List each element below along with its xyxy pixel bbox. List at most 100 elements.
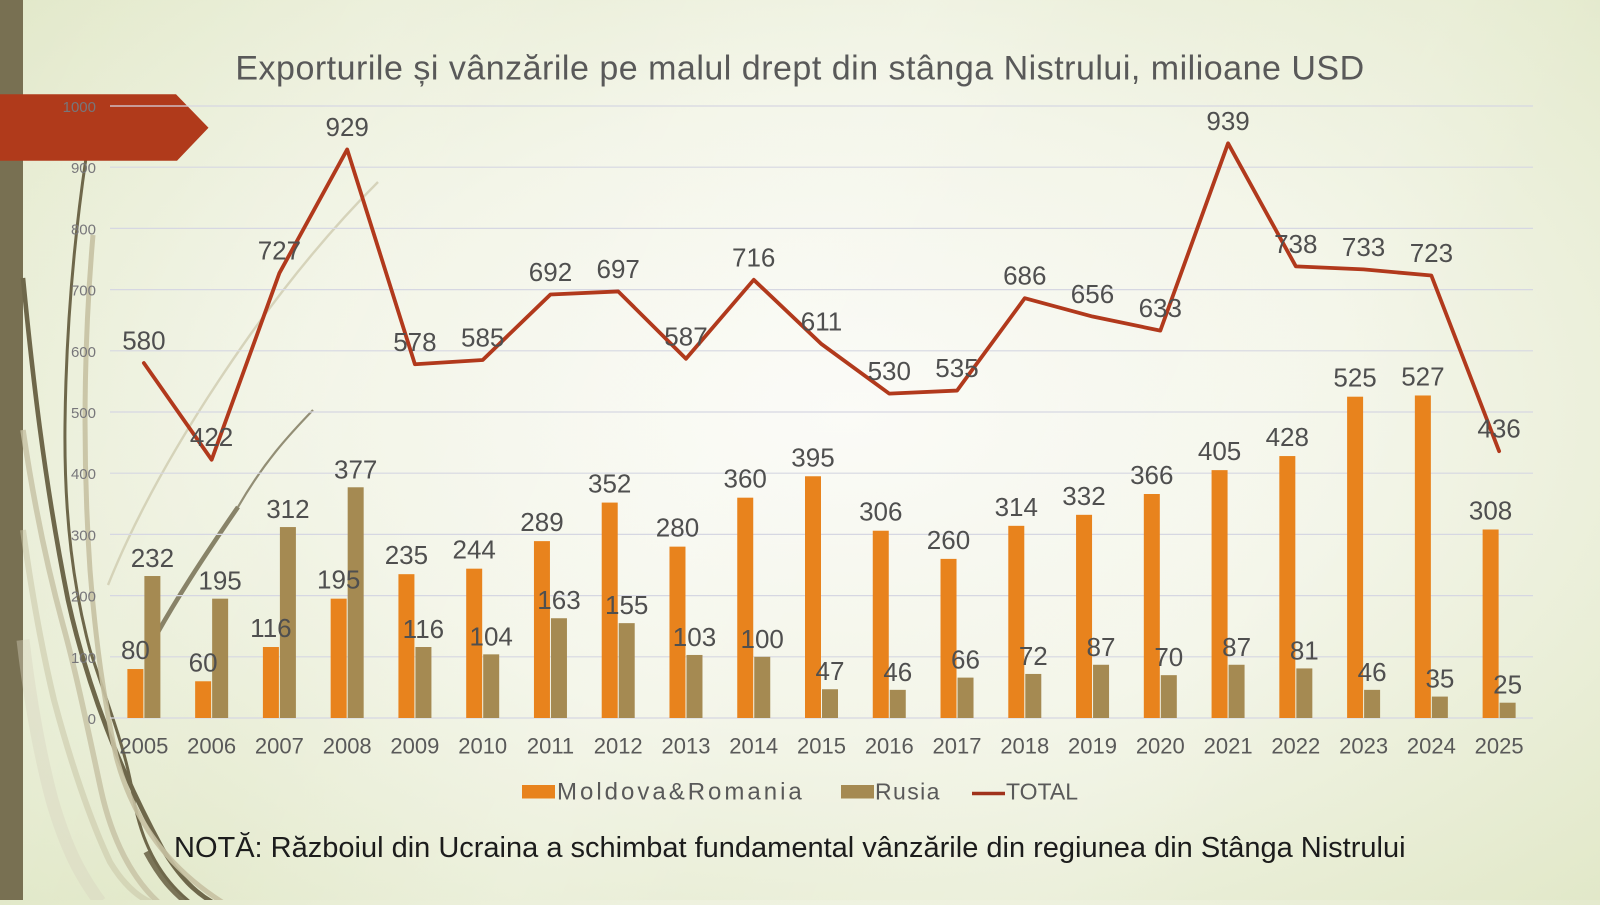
svg-text:2024: 2024 [1407,734,1456,759]
svg-text:611: 611 [801,307,842,337]
svg-text:352: 352 [588,469,631,499]
svg-text:289: 289 [520,507,563,537]
svg-text:195: 195 [198,566,241,596]
svg-text:428: 428 [1266,422,1309,452]
svg-text:332: 332 [1062,481,1105,511]
svg-text:NOTĂ: Războiul din Ucraina a s: NOTĂ: Războiul din Ucraina a schimbat fu… [174,831,1406,864]
svg-text:300: 300 [71,527,96,544]
svg-text:87: 87 [1087,632,1116,662]
svg-text:686: 686 [1003,261,1046,291]
svg-text:422: 422 [190,422,233,452]
svg-text:100: 100 [741,624,784,654]
svg-text:366: 366 [1130,460,1173,490]
svg-text:35: 35 [1425,664,1454,694]
svg-text:939: 939 [1206,106,1249,136]
svg-text:377: 377 [334,454,377,484]
svg-text:104: 104 [470,621,513,651]
svg-text:2020: 2020 [1136,734,1185,759]
svg-text:500: 500 [71,405,96,422]
svg-text:2015: 2015 [797,734,846,759]
svg-text:80: 80 [121,635,150,665]
svg-text:2010: 2010 [458,734,507,759]
svg-text:929: 929 [326,112,369,142]
svg-text:2007: 2007 [255,734,304,759]
svg-text:580: 580 [122,326,165,356]
svg-text:2008: 2008 [323,734,372,759]
svg-text:46: 46 [1358,657,1387,687]
svg-text:525: 525 [1333,363,1376,393]
svg-text:900: 900 [71,160,96,177]
svg-text:2006: 2006 [187,734,236,759]
svg-text:2025: 2025 [1475,734,1524,759]
svg-text:1000: 1000 [63,99,96,116]
svg-text:260: 260 [927,525,970,555]
svg-text:103: 103 [673,622,716,652]
svg-text:2005: 2005 [119,734,168,759]
svg-text:600: 600 [71,344,96,361]
svg-text:2023: 2023 [1339,734,1388,759]
svg-text:697: 697 [597,254,640,284]
svg-text:2013: 2013 [662,734,711,759]
svg-text:656: 656 [1071,279,1114,309]
svg-text:395: 395 [791,442,834,472]
svg-text:2014: 2014 [729,734,778,759]
svg-text:200: 200 [71,589,96,606]
svg-text:Exporturile și vânzările pe ma: Exporturile și vânzările pe malul drept … [235,50,1364,88]
svg-text:530: 530 [868,356,911,386]
svg-text:0: 0 [88,711,96,728]
svg-text:587: 587 [664,321,707,351]
svg-text:TOTAL: TOTAL [1006,779,1078,805]
svg-text:Rusia: Rusia [875,779,941,805]
svg-text:81: 81 [1290,635,1319,665]
svg-text:716: 716 [732,242,775,272]
svg-text:2019: 2019 [1068,734,1117,759]
svg-text:535: 535 [935,353,978,383]
svg-text:116: 116 [250,613,291,643]
svg-text:116: 116 [403,614,444,644]
svg-text:2012: 2012 [594,734,643,759]
svg-text:163: 163 [537,585,580,615]
svg-text:578: 578 [393,327,436,357]
svg-text:692: 692 [529,257,572,287]
svg-text:195: 195 [317,565,360,595]
svg-text:2022: 2022 [1271,734,1320,759]
svg-text:733: 733 [1342,232,1385,262]
svg-text:405: 405 [1198,436,1241,466]
svg-text:2009: 2009 [390,734,439,759]
svg-text:314: 314 [995,492,1038,522]
svg-text:100: 100 [71,650,96,667]
svg-text:66: 66 [951,645,980,675]
svg-text:800: 800 [71,221,96,238]
svg-text:2017: 2017 [933,734,982,759]
svg-text:46: 46 [883,657,912,687]
svg-text:Moldova&Romania: Moldova&Romania [557,779,805,806]
svg-text:436: 436 [1477,414,1520,444]
svg-text:633: 633 [1139,293,1182,323]
svg-text:700: 700 [71,283,96,300]
svg-text:47: 47 [816,656,845,686]
svg-text:25: 25 [1493,670,1522,700]
svg-text:2021: 2021 [1204,734,1253,759]
svg-text:312: 312 [266,494,309,524]
svg-text:87: 87 [1222,632,1251,662]
svg-text:232: 232 [131,543,174,573]
svg-text:244: 244 [453,535,496,565]
svg-text:235: 235 [385,540,428,570]
svg-text:585: 585 [461,323,504,353]
svg-text:280: 280 [656,513,699,543]
svg-text:70: 70 [1154,642,1183,672]
svg-text:2016: 2016 [865,734,914,759]
svg-text:723: 723 [1410,238,1453,268]
svg-text:727: 727 [258,236,301,266]
svg-text:400: 400 [71,466,96,483]
svg-text:308: 308 [1469,496,1512,526]
svg-text:72: 72 [1019,641,1048,671]
svg-text:2018: 2018 [1000,734,1049,759]
svg-text:527: 527 [1401,362,1444,392]
svg-text:155: 155 [605,590,648,620]
svg-text:60: 60 [189,647,218,677]
svg-text:306: 306 [859,497,902,527]
svg-text:2011: 2011 [527,734,574,759]
svg-text:360: 360 [724,464,767,494]
svg-text:738: 738 [1274,229,1317,259]
